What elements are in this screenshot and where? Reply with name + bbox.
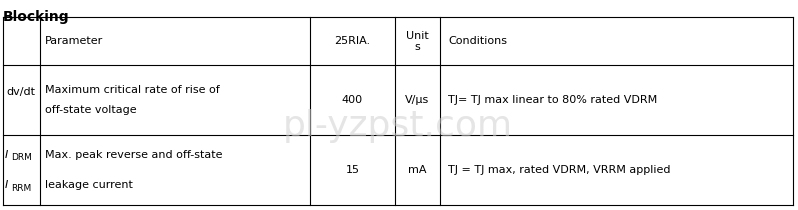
Text: Parameter: Parameter [45,36,103,46]
Text: Max. peak reverse and off-state: Max. peak reverse and off-state [45,150,223,160]
Text: Maximum critical rate of rise of: Maximum critical rate of rise of [45,85,219,95]
Text: V/μs: V/μs [405,95,429,105]
Text: DRM: DRM [11,153,32,162]
Text: Conditions: Conditions [448,36,507,46]
Text: 400: 400 [342,95,363,105]
Text: pl-yzpst.com: pl-yzpst.com [283,109,513,143]
Text: RRM: RRM [11,184,31,193]
Text: Unit: Unit [406,31,429,41]
Text: off-state voltage: off-state voltage [45,105,136,115]
Text: I: I [5,181,8,190]
Text: Blocking: Blocking [3,10,69,24]
Text: TJ = TJ max, rated VDRM, VRRM applied: TJ = TJ max, rated VDRM, VRRM applied [448,165,670,175]
Text: 25RIA.: 25RIA. [334,36,370,46]
Text: mA: mA [409,165,427,175]
Text: s: s [415,42,421,52]
Text: dv/dt: dv/dt [6,87,35,97]
Text: 15: 15 [346,165,360,175]
Text: leakage current: leakage current [45,181,133,190]
Text: I: I [5,150,8,160]
Text: TJ= TJ max linear to 80% rated VDRM: TJ= TJ max linear to 80% rated VDRM [448,95,658,105]
